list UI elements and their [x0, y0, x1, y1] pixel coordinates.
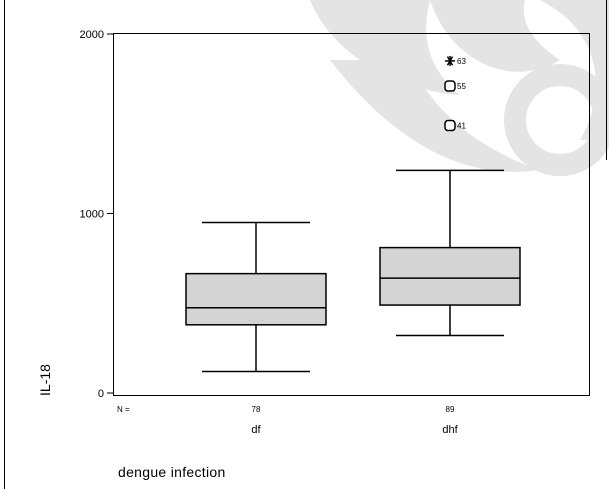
y-tick-label: 2000	[80, 29, 104, 41]
n-label-df: 78	[252, 405, 261, 414]
category-labels: df dhf	[251, 424, 458, 436]
box-group-df	[185, 221, 327, 373]
outlier-extreme-star	[445, 55, 455, 66]
box-iqr	[379, 246, 521, 306]
n-prefix: N =	[117, 405, 130, 414]
outlier-label: 55	[457, 82, 466, 91]
y-axis-ticks: 0 1000 2000	[80, 29, 114, 400]
outlier-label: 41	[457, 122, 466, 131]
watermark-ornament	[310, 0, 609, 176]
outlier-circle	[444, 119, 456, 132]
outlier-circle	[444, 80, 456, 92]
outlier-label: 63	[457, 57, 466, 66]
box-groups: 41 55 63	[185, 55, 521, 373]
y-axis-title: IL-18	[37, 364, 53, 396]
n-labels: 78 89	[252, 405, 455, 414]
category-label-dhf: dhf	[442, 424, 458, 436]
category-label-df: df	[251, 424, 261, 436]
box-iqr	[185, 272, 327, 326]
y-tick-label: 0	[98, 388, 104, 400]
box-group-dhf: 41 55 63	[379, 55, 521, 337]
n-label-dhf: 89	[446, 405, 455, 414]
plot-frame	[113, 33, 590, 396]
x-axis-title: dengue infection	[118, 464, 226, 480]
y-tick-label: 1000	[80, 209, 104, 221]
